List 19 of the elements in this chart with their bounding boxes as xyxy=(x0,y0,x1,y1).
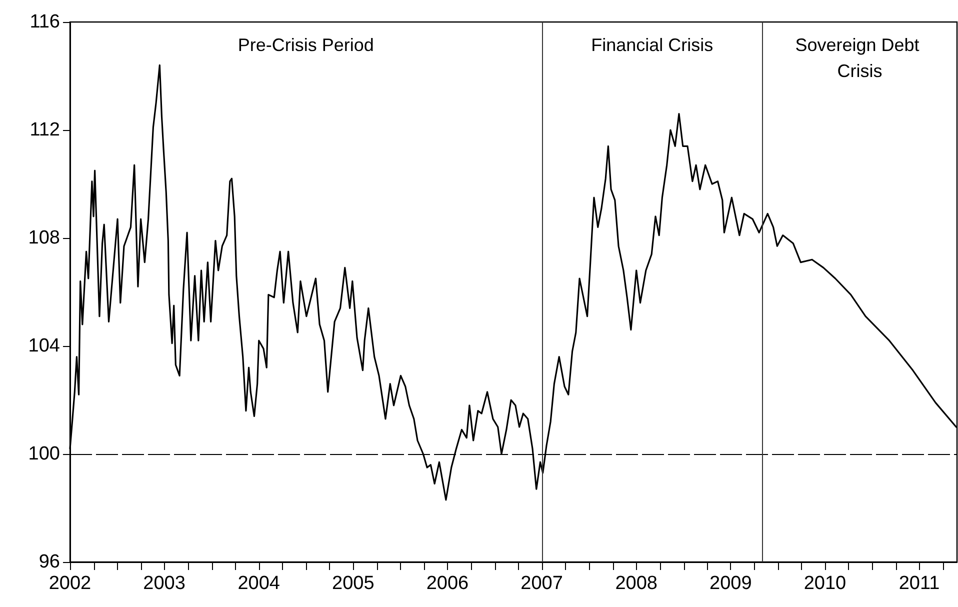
x-tick-label: 2005 xyxy=(332,573,374,594)
x-tick-label: 2009 xyxy=(710,573,752,594)
y-tick-label: 100 xyxy=(28,444,60,464)
x-tick-label: 2006 xyxy=(426,573,469,594)
y-tick-label: 104 xyxy=(28,336,60,356)
x-tick-label: 2002 xyxy=(48,573,92,594)
annotation: Sovereign Debt Crisis xyxy=(795,35,924,81)
y-tick-label: 116 xyxy=(30,12,60,32)
y-tick-label: 108 xyxy=(28,228,60,248)
annotation: Pre-Crisis Period xyxy=(238,35,374,55)
x-tick-label: 2011 xyxy=(898,573,940,594)
x-tick-label: 2004 xyxy=(238,573,280,594)
annotation: Financial Crisis xyxy=(591,35,714,55)
y-tick-label: 112 xyxy=(30,120,60,140)
y-tick-label: 96 xyxy=(38,552,60,572)
x-tick-label: 2010 xyxy=(804,573,846,594)
x-tick-label: 2007 xyxy=(520,573,563,594)
x-tick-label: 2008 xyxy=(615,573,658,594)
x-tick-label: 2003 xyxy=(143,573,186,594)
